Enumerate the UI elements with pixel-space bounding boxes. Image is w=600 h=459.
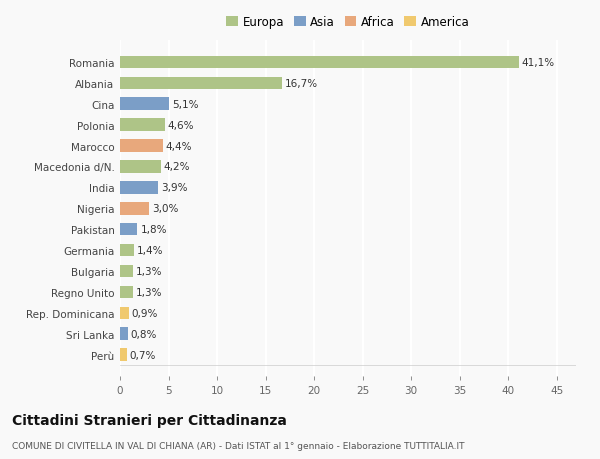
Text: 0,8%: 0,8% bbox=[131, 329, 157, 339]
Text: 3,0%: 3,0% bbox=[152, 204, 178, 214]
Text: 1,3%: 1,3% bbox=[136, 266, 162, 276]
Bar bbox=[120, 119, 164, 132]
Text: 4,4%: 4,4% bbox=[166, 141, 192, 151]
Text: COMUNE DI CIVITELLA IN VAL DI CHIANA (AR) - Dati ISTAT al 1° gennaio - Elaborazi: COMUNE DI CIVITELLA IN VAL DI CHIANA (AR… bbox=[12, 441, 464, 450]
Text: 5,1%: 5,1% bbox=[172, 100, 199, 110]
Bar bbox=[120, 140, 163, 152]
Bar bbox=[120, 182, 158, 194]
Bar bbox=[120, 265, 133, 278]
Bar bbox=[120, 202, 149, 215]
Text: Cittadini Stranieri per Cittadinanza: Cittadini Stranieri per Cittadinanza bbox=[12, 413, 287, 427]
Bar bbox=[120, 98, 169, 111]
Bar bbox=[120, 349, 127, 361]
Text: 1,4%: 1,4% bbox=[136, 246, 163, 256]
Text: 0,7%: 0,7% bbox=[130, 350, 156, 360]
Bar bbox=[120, 328, 128, 340]
Bar bbox=[120, 286, 133, 298]
Bar bbox=[120, 244, 134, 257]
Text: 1,3%: 1,3% bbox=[136, 287, 162, 297]
Text: 0,9%: 0,9% bbox=[131, 308, 158, 318]
Text: 1,8%: 1,8% bbox=[140, 225, 167, 235]
Bar bbox=[120, 307, 129, 319]
Text: 16,7%: 16,7% bbox=[285, 78, 318, 89]
Text: 4,2%: 4,2% bbox=[164, 162, 190, 172]
Legend: Europa, Asia, Africa, America: Europa, Asia, Africa, America bbox=[224, 14, 472, 31]
Bar bbox=[120, 56, 519, 69]
Text: 4,6%: 4,6% bbox=[167, 120, 194, 130]
Bar bbox=[120, 161, 161, 174]
Text: 3,9%: 3,9% bbox=[161, 183, 187, 193]
Text: 41,1%: 41,1% bbox=[521, 58, 555, 68]
Bar bbox=[120, 78, 282, 90]
Bar bbox=[120, 224, 137, 236]
